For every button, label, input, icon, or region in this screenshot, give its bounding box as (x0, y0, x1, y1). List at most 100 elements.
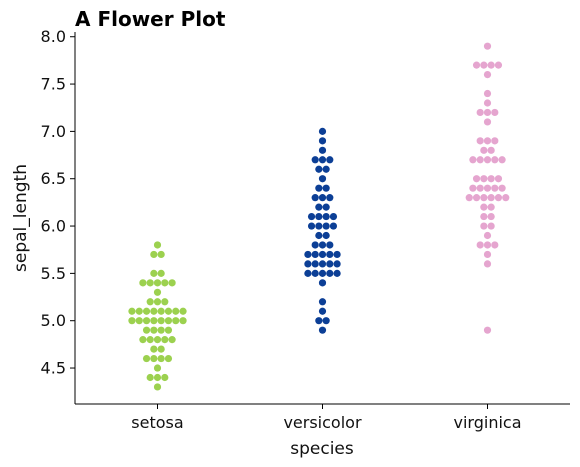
plot-area (128, 42, 510, 391)
data-point-versicolor (318, 194, 327, 202)
data-point-versicolor (318, 269, 327, 277)
data-point-versicolor (318, 298, 327, 306)
data-point-versicolor (333, 250, 341, 259)
data-point-virginica (498, 184, 506, 192)
data-point-versicolor (315, 212, 323, 221)
data-point-virginica (483, 99, 492, 107)
data-point-setosa (157, 269, 165, 277)
data-point-versicolor (322, 317, 330, 325)
y-tick-label: 5.0 (41, 311, 66, 330)
data-point-virginica (472, 61, 481, 69)
data-point-versicolor (322, 212, 330, 221)
data-point-versicolor (307, 212, 316, 221)
y-tick-label: 7.0 (41, 122, 66, 141)
data-point-versicolor (326, 269, 334, 277)
data-point-versicolor (315, 165, 323, 173)
chart-title: A Flower Plot (75, 7, 226, 31)
data-point-versicolor (322, 231, 330, 240)
data-point-setosa (161, 336, 169, 344)
data-point-setosa (161, 373, 169, 382)
data-point-versicolor (311, 156, 319, 164)
data-point-virginica (494, 61, 503, 69)
data-point-virginica (480, 175, 488, 183)
data-point-virginica (487, 203, 495, 211)
data-point-virginica (480, 212, 488, 221)
data-point-versicolor (304, 250, 312, 259)
data-point-setosa (157, 250, 165, 259)
data-point-setosa (153, 364, 162, 372)
data-point-virginica (483, 118, 492, 126)
data-point-virginica (476, 156, 484, 164)
data-point-versicolor (318, 137, 327, 145)
x-tick-label-virginica: virginica (454, 413, 522, 432)
x-tick-label-versicolor: versicolor (283, 413, 361, 432)
data-point-versicolor (315, 231, 323, 240)
data-point-setosa (128, 317, 136, 325)
x-axis-label: species (290, 439, 354, 459)
data-point-versicolor (315, 184, 323, 192)
data-point-virginica (483, 326, 492, 334)
data-point-virginica (494, 194, 503, 202)
data-point-setosa (146, 336, 154, 344)
data-point-virginica (483, 231, 492, 240)
data-point-versicolor (318, 326, 327, 334)
data-point-setosa (172, 307, 180, 315)
x-tick-label-setosa: setosa (131, 413, 183, 432)
data-point-virginica (472, 194, 481, 202)
data-point-versicolor (318, 260, 327, 268)
data-point-setosa (146, 373, 154, 382)
data-point-versicolor (329, 212, 338, 221)
data-point-setosa (157, 345, 165, 353)
data-point-virginica (469, 156, 477, 164)
data-point-virginica (483, 70, 492, 79)
data-point-setosa (150, 317, 158, 325)
data-point-setosa (153, 279, 162, 287)
data-point-setosa (150, 269, 158, 277)
data-point-versicolor (304, 269, 312, 277)
data-point-virginica (480, 61, 488, 69)
data-point-virginica (476, 108, 484, 117)
data-point-virginica (480, 194, 488, 202)
data-point-virginica (469, 184, 477, 192)
data-point-versicolor (322, 184, 330, 192)
data-point-virginica (465, 194, 473, 202)
data-point-virginica (483, 42, 492, 50)
data-point-versicolor (307, 222, 316, 230)
data-point-virginica (472, 175, 481, 183)
data-point-setosa (179, 317, 187, 325)
data-point-virginica (487, 194, 495, 202)
data-point-setosa (157, 354, 165, 363)
data-point-setosa (142, 307, 151, 315)
data-point-setosa (157, 317, 165, 325)
data-point-setosa (157, 326, 165, 334)
data-point-virginica (487, 222, 495, 230)
data-point-setosa (153, 288, 162, 296)
data-point-versicolor (333, 260, 341, 268)
data-point-setosa (168, 279, 176, 287)
data-point-versicolor (315, 203, 323, 211)
data-point-setosa (164, 307, 173, 315)
data-point-virginica (491, 156, 499, 164)
data-point-versicolor (318, 156, 327, 164)
data-point-setosa (146, 298, 154, 306)
data-point-versicolor (318, 241, 327, 249)
data-point-virginica (502, 194, 510, 202)
data-point-versicolor (318, 279, 327, 287)
data-point-virginica (480, 203, 488, 211)
data-point-versicolor (311, 260, 319, 268)
y-tick-label: 4.5 (41, 359, 66, 378)
data-point-setosa (153, 298, 162, 306)
data-point-setosa (150, 345, 158, 353)
data-point-virginica (494, 175, 503, 183)
data-point-versicolor (318, 307, 327, 315)
data-point-virginica (476, 241, 484, 249)
data-point-setosa (135, 307, 143, 315)
data-point-versicolor (315, 317, 323, 325)
data-point-setosa (150, 354, 158, 363)
data-point-virginica (480, 222, 488, 230)
y-axis-label: sepal_length (11, 164, 31, 272)
data-point-versicolor (315, 222, 323, 230)
data-point-setosa (139, 279, 147, 287)
data-point-setosa (150, 250, 158, 259)
